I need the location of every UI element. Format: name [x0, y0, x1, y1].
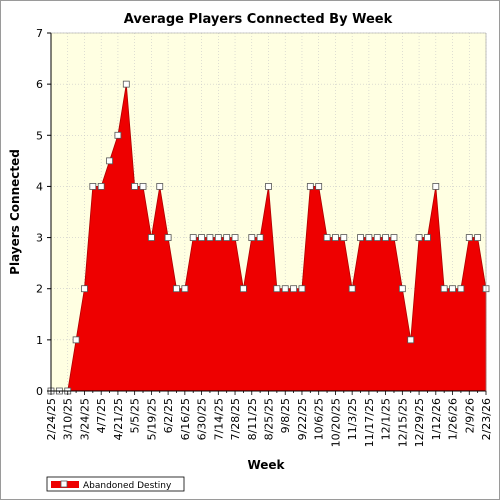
- data-point: [198, 234, 205, 241]
- data-point: [340, 234, 348, 241]
- x-tick-label: 1/12/26: [430, 398, 443, 440]
- legend-label: Abandoned Destiny: [83, 481, 172, 491]
- x-tick-label: 6/30/25: [196, 398, 209, 440]
- data-point: [256, 234, 264, 241]
- data-point: [348, 285, 356, 293]
- x-axis-label: Week: [247, 458, 285, 472]
- x-tick-label: 10/6/25: [313, 398, 326, 440]
- legend-marker: [60, 480, 68, 488]
- data-point: [306, 183, 314, 190]
- data-point: [72, 336, 80, 344]
- data-point: [465, 234, 473, 241]
- x-tick-label: 9/22/25: [296, 398, 309, 440]
- x-tick-label: 4/7/25: [95, 398, 108, 433]
- x-tick-label: 9/8/25: [279, 398, 292, 433]
- data-point: [432, 183, 440, 190]
- data-point: [315, 183, 323, 190]
- y-tick-label: 2: [36, 283, 43, 296]
- x-tick-label: 2/24/25: [45, 398, 58, 440]
- y-tick-label: 5: [36, 129, 43, 142]
- x-tick-label: 7/28/25: [229, 398, 242, 440]
- data-point: [122, 80, 130, 88]
- data-point: [440, 285, 448, 293]
- x-tick-label: 3/24/25: [78, 398, 91, 440]
- data-point: [265, 183, 272, 190]
- data-point: [323, 234, 331, 241]
- data-point: [189, 234, 197, 241]
- data-point: [131, 183, 139, 190]
- x-tick-label: 11/3/25: [346, 398, 359, 440]
- x-tick-label: 8/11/25: [246, 398, 259, 440]
- data-point: [114, 131, 122, 139]
- data-point: [273, 285, 281, 293]
- data-point: [449, 285, 456, 293]
- data-point: [365, 234, 373, 241]
- x-tick-label: 6/16/25: [179, 398, 192, 440]
- x-tick-label: 7/14/25: [212, 398, 225, 440]
- data-point: [139, 183, 147, 190]
- data-point: [407, 336, 415, 344]
- data-point: [106, 157, 113, 165]
- x-tick-label: 2/9/26: [463, 398, 476, 433]
- data-point: [415, 234, 423, 241]
- x-tick-label: 11/17/25: [363, 398, 376, 447]
- x-axis-ticks: 2/24/25 3/10/25 3/24/25 4/7/25 4/21/25 5/5/25…: [45, 391, 493, 447]
- y-tick-label: 4: [36, 180, 43, 193]
- data-point: [147, 234, 155, 241]
- x-tick-label: 2/23/26: [480, 398, 493, 440]
- data-point: [239, 285, 247, 293]
- axes: [50, 32, 487, 392]
- legend-box: [46, 476, 185, 492]
- x-tick-label: 3/10/25: [62, 398, 75, 440]
- data-point: [424, 234, 431, 241]
- data-point: [97, 183, 105, 190]
- data-point: [173, 285, 180, 293]
- data-point: [231, 234, 239, 241]
- data-point: [164, 234, 172, 241]
- data-point: [89, 183, 97, 190]
- x-tick-label: 12/15/25: [396, 398, 409, 447]
- x-tick-label: 8/25/25: [263, 398, 276, 440]
- data-point: [206, 234, 214, 241]
- x-tick-label: 1/26/26: [447, 398, 460, 440]
- y-axis-label: Players Connected: [8, 149, 22, 275]
- legend: Abandoned Destiny: [46, 476, 185, 492]
- y-tick-label: 1: [36, 334, 43, 347]
- data-point: [156, 183, 164, 190]
- x-tick-label: 10/20/25: [329, 398, 342, 447]
- data-point: [373, 234, 381, 241]
- data-point: [357, 234, 364, 241]
- data-point: [214, 234, 222, 241]
- data-point: [474, 234, 482, 241]
- data-point: [390, 234, 398, 241]
- y-tick-label: 0: [36, 385, 43, 398]
- x-tick-label: 6/2/25: [162, 398, 175, 433]
- data-point: [181, 285, 189, 293]
- y-tick-label: 3: [36, 232, 43, 245]
- data-point: [248, 234, 256, 241]
- data-point: [290, 285, 298, 293]
- x-tick-label: 12/29/25: [413, 398, 426, 447]
- data-point: [332, 234, 339, 241]
- data-point: [382, 234, 390, 241]
- data-point: [457, 285, 465, 293]
- y-tick-label: 7: [36, 27, 43, 40]
- data-point: [281, 285, 289, 293]
- chart-title: Average Players Connected By Week: [124, 12, 393, 27]
- data-point: [81, 285, 88, 293]
- x-tick-label: 5/5/25: [129, 398, 142, 433]
- data-point: [298, 285, 306, 293]
- y-axis-ticks: 0 1 2 3 4 5 6 7: [36, 27, 51, 398]
- data-point: [398, 285, 406, 293]
- x-tick-label: 12/1/25: [380, 398, 393, 440]
- x-tick-label: 4/21/25: [112, 398, 125, 440]
- x-tick-label: 5/19/25: [145, 398, 158, 440]
- data-point: [223, 234, 231, 241]
- y-tick-label: 6: [36, 78, 43, 91]
